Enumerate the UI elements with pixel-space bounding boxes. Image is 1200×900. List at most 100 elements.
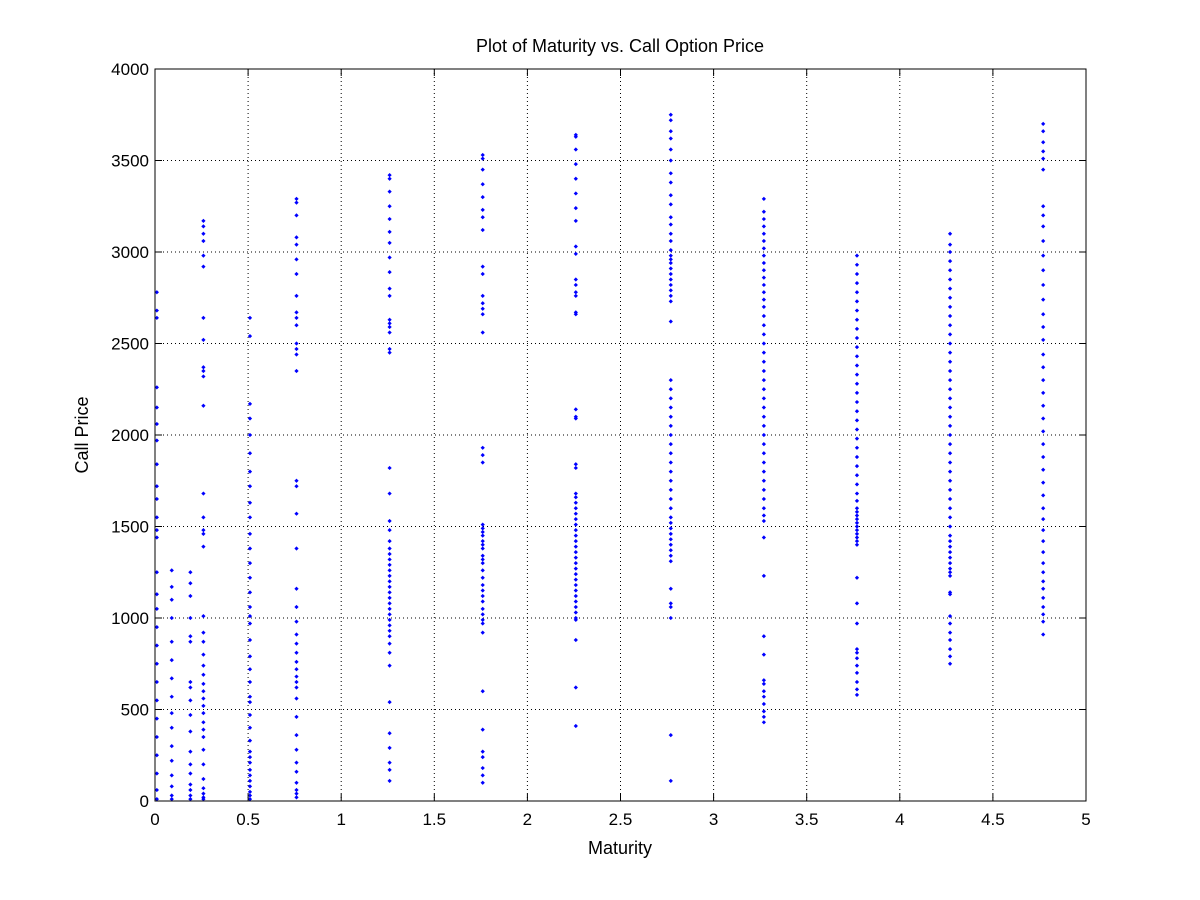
data-point: [169, 743, 174, 749]
data-point: [387, 255, 392, 260]
data-point: [294, 632, 299, 637]
data-point: [169, 676, 174, 681]
data-point: [1041, 595, 1046, 600]
data-point: [154, 698, 159, 703]
data-point: [294, 293, 299, 299]
data-point: [247, 432, 253, 438]
data-point: [573, 251, 578, 256]
data-point: [854, 575, 860, 580]
data-point: [573, 277, 578, 282]
data-point: [387, 590, 392, 595]
data-point: [668, 260, 673, 266]
data-point: [668, 515, 673, 520]
data-point: [947, 277, 953, 282]
data-point: [854, 473, 860, 478]
data-point: [668, 387, 673, 392]
data-point: [761, 709, 766, 714]
data-point: [1041, 467, 1046, 472]
data-point: [854, 308, 860, 313]
data-point: [761, 423, 766, 428]
data-point: [947, 387, 953, 392]
data-point: [247, 725, 253, 730]
data-point: [668, 520, 673, 525]
data-point: [154, 496, 159, 502]
data-point: [854, 528, 860, 533]
data-point: [154, 308, 159, 313]
data-point: [1041, 493, 1046, 498]
data-point: [573, 500, 578, 505]
data-point: [247, 560, 253, 566]
data-point: [387, 628, 392, 633]
data-point: [154, 570, 159, 575]
data-point: [947, 332, 953, 337]
data-point: [573, 462, 578, 467]
data-point: [854, 381, 860, 386]
data-point: [947, 621, 953, 626]
data-point: [294, 368, 299, 374]
data-point: [201, 238, 206, 244]
data-point: [668, 293, 673, 299]
data-point: [1041, 253, 1046, 258]
data-point: [947, 592, 953, 597]
data-point: [761, 714, 766, 719]
data-point: [668, 171, 673, 176]
data-point: [188, 593, 193, 599]
data-point: [761, 368, 766, 374]
data-point: [1041, 560, 1046, 566]
data-point: [188, 570, 193, 575]
data-point: [480, 330, 485, 335]
data-point: [154, 606, 159, 611]
data-point: [294, 511, 299, 516]
data-point: [480, 727, 485, 732]
data-point: [294, 619, 299, 624]
data-point: [1041, 416, 1046, 421]
data-point: [154, 716, 159, 721]
chart-title: Plot of Maturity vs. Call Option Price: [476, 36, 764, 56]
data-point: [154, 771, 159, 776]
data-point: [247, 531, 253, 536]
data-point: [201, 403, 206, 408]
data-point: [761, 720, 766, 725]
data-point: [154, 679, 159, 685]
y-tick-label: 3000: [111, 243, 149, 262]
data-point: [854, 498, 860, 504]
data-point: [668, 319, 673, 324]
data-points: [154, 112, 1046, 802]
data-point: [169, 725, 174, 730]
data-point: [573, 528, 578, 533]
data-point: [201, 727, 206, 732]
data-point: [1041, 390, 1046, 396]
data-point: [201, 491, 206, 496]
data-point: [947, 515, 953, 520]
data-point: [294, 685, 299, 690]
data-point: [761, 231, 766, 236]
data-point: [947, 646, 953, 652]
data-point: [247, 654, 253, 659]
data-point: [294, 235, 299, 240]
data-point: [201, 672, 206, 677]
data-point: [294, 641, 299, 646]
data-point: [668, 553, 673, 558]
data-point: [480, 156, 485, 161]
data-point: [154, 484, 159, 489]
data-point: [247, 500, 253, 505]
data-point: [480, 612, 485, 617]
data-point: [1041, 156, 1046, 161]
data-point: [854, 601, 860, 606]
data-point: [169, 758, 174, 763]
data-point: [573, 465, 578, 471]
data-point: [247, 754, 253, 760]
data-point: [947, 396, 953, 401]
data-point: [947, 368, 953, 374]
data-point: [668, 559, 673, 564]
data-point: [247, 667, 253, 672]
data-point: [854, 253, 860, 258]
y-tick-label: 2500: [111, 335, 149, 354]
data-point: [294, 659, 299, 665]
data-point: [247, 315, 253, 321]
data-point: [201, 218, 206, 224]
data-point: [1041, 224, 1046, 229]
data-point: [247, 469, 253, 474]
data-point: [294, 310, 299, 315]
data-point: [761, 268, 766, 273]
